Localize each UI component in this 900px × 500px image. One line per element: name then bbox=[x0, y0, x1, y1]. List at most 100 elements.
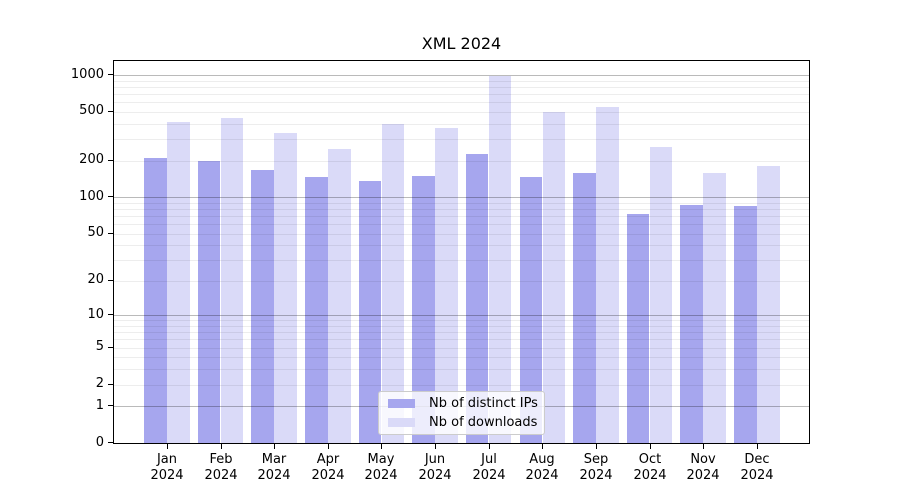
legend-swatch-distinct-ips bbox=[388, 399, 415, 408]
bar-downloads-jan bbox=[167, 122, 190, 443]
bar-downloads-dec bbox=[757, 165, 780, 443]
x-tick-jul bbox=[489, 444, 490, 449]
y-tick-200 bbox=[108, 160, 113, 161]
legend-item-distinct-ips: Nb of distinct IPs bbox=[388, 395, 538, 411]
y-tick-1 bbox=[108, 405, 113, 406]
y-tick-label-20: 20 bbox=[87, 272, 104, 287]
y-tick-label-200: 200 bbox=[79, 152, 104, 167]
y-tick-1000 bbox=[108, 74, 113, 75]
gridline-200 bbox=[114, 161, 809, 162]
y-tick-10 bbox=[108, 314, 113, 315]
y-tick-20 bbox=[108, 280, 113, 281]
gridline-50 bbox=[114, 234, 809, 235]
legend-swatch-downloads bbox=[388, 418, 415, 427]
x-tick-label-sep: Sep 2024 bbox=[579, 452, 613, 483]
legend: Nb of distinct IPs Nb of downloads bbox=[378, 391, 545, 435]
x-tick-dec bbox=[757, 444, 758, 449]
x-tick-label-oct: Oct 2024 bbox=[633, 452, 667, 483]
gridline-4 bbox=[114, 357, 809, 358]
x-tick-label-nov: Nov 2024 bbox=[686, 452, 720, 483]
x-tick-label-aug: Aug 2024 bbox=[525, 452, 559, 483]
gridline-30 bbox=[114, 260, 809, 261]
x-tick-sep bbox=[596, 444, 597, 449]
y-tick-500 bbox=[108, 111, 113, 112]
y-tick-50 bbox=[108, 233, 113, 234]
y-tick-0 bbox=[108, 442, 113, 443]
bar-downloads-feb bbox=[220, 118, 244, 443]
bar-distinct-ips-jan bbox=[144, 157, 167, 443]
bar-downloads-jun bbox=[435, 128, 458, 443]
x-tick-mar bbox=[274, 444, 275, 449]
y-tick-100 bbox=[108, 196, 113, 197]
bar-distinct-ips-apr bbox=[305, 177, 328, 443]
bar-distinct-ips-jun bbox=[412, 175, 435, 443]
bar-downloads-sep bbox=[596, 106, 619, 443]
gridline-9 bbox=[114, 320, 809, 321]
bar-downloads-nov bbox=[703, 173, 726, 443]
bar-distinct-ips-feb bbox=[197, 160, 221, 443]
gridline-10 bbox=[114, 315, 809, 316]
y-tick-label-1000: 1000 bbox=[70, 67, 104, 82]
gridline-1000 bbox=[114, 75, 809, 76]
bar-distinct-ips-may bbox=[358, 181, 382, 443]
x-tick-label-jul: Jul 2024 bbox=[472, 452, 506, 483]
y-tick-label-100: 100 bbox=[79, 189, 104, 204]
gridline-40 bbox=[114, 245, 809, 246]
x-tick-jun bbox=[435, 444, 436, 449]
x-tick-label-apr: Apr 2024 bbox=[311, 452, 345, 483]
x-tick-label-jan: Jan 2024 bbox=[150, 452, 184, 483]
bar-distinct-ips-jul bbox=[465, 154, 489, 443]
gridline-60 bbox=[114, 224, 809, 225]
x-tick-may bbox=[381, 444, 382, 449]
y-tick-label-50: 50 bbox=[87, 225, 104, 240]
x-tick-label-dec: Dec 2024 bbox=[740, 452, 774, 483]
bar-distinct-ips-nov bbox=[680, 204, 703, 443]
bar-distinct-ips-mar bbox=[251, 169, 274, 443]
gridline-80 bbox=[114, 209, 809, 210]
gridline-2 bbox=[114, 385, 809, 386]
gridline-800 bbox=[114, 87, 809, 88]
gridline-5 bbox=[114, 348, 809, 349]
gridline-900 bbox=[114, 81, 809, 82]
gridline-500 bbox=[114, 112, 809, 113]
gridline-8 bbox=[114, 326, 809, 327]
y-tick-label-2: 2 bbox=[95, 376, 104, 391]
gridline-70 bbox=[114, 216, 809, 217]
gridline-400 bbox=[114, 124, 809, 125]
x-tick-label-mar: Mar 2024 bbox=[257, 452, 291, 483]
gridline-90 bbox=[114, 203, 809, 204]
bar-distinct-ips-aug bbox=[519, 176, 543, 443]
bar-distinct-ips-dec bbox=[734, 206, 757, 443]
x-tick-apr bbox=[328, 444, 329, 449]
gridline-6 bbox=[114, 339, 809, 340]
y-tick-label-1: 1 bbox=[95, 398, 104, 413]
gridline-7 bbox=[114, 332, 809, 333]
x-tick-feb bbox=[221, 444, 222, 449]
legend-label-distinct-ips: Nb of distinct IPs bbox=[429, 395, 538, 411]
bar-downloads-aug bbox=[542, 111, 566, 443]
gridline-100 bbox=[114, 197, 809, 198]
gridline-700 bbox=[114, 94, 809, 95]
x-tick-jan bbox=[167, 444, 168, 449]
y-tick-5 bbox=[108, 347, 113, 348]
bar-downloads-oct bbox=[649, 146, 673, 443]
y-tick-label-10: 10 bbox=[87, 307, 104, 322]
x-tick-label-jun: Jun 2024 bbox=[418, 452, 452, 483]
x-tick-label-feb: Feb 2024 bbox=[204, 452, 238, 483]
x-tick-nov bbox=[703, 444, 704, 449]
x-tick-label-may: May 2024 bbox=[364, 452, 398, 483]
bar-downloads-apr bbox=[328, 149, 351, 443]
legend-item-downloads: Nb of downloads bbox=[388, 415, 537, 430]
y-tick-label-0: 0 bbox=[95, 435, 104, 450]
chart-title: XML 2024 bbox=[421, 34, 502, 53]
bar-downloads-jul bbox=[488, 75, 512, 443]
y-tick-2 bbox=[108, 384, 113, 385]
gridline-20 bbox=[114, 281, 809, 282]
gridline-600 bbox=[114, 102, 809, 103]
bar-downloads-may bbox=[381, 124, 405, 443]
bar-distinct-ips-sep bbox=[573, 173, 596, 443]
y-tick-label-5: 5 bbox=[95, 339, 104, 354]
gridline-3 bbox=[114, 369, 809, 370]
plot-area bbox=[113, 60, 810, 444]
